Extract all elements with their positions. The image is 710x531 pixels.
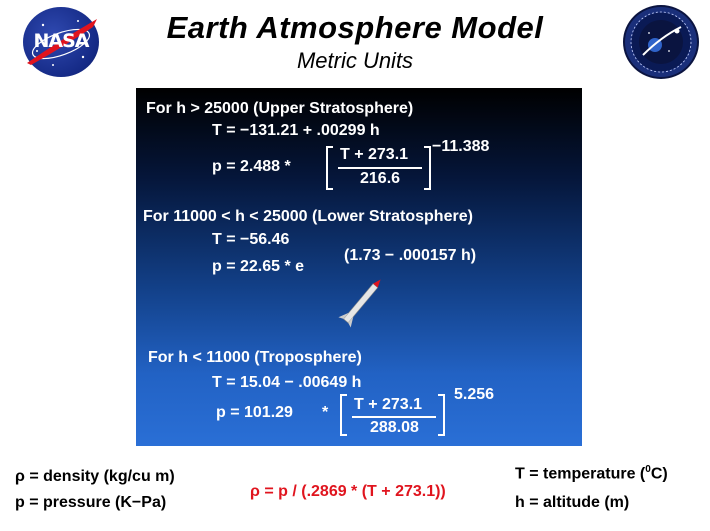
lower-stratosphere-temperature: T = −56.46 xyxy=(212,231,290,248)
density-definition: ρ = density (kg/cu m) xyxy=(15,468,175,485)
nasa-logo-text: NASA xyxy=(33,30,90,52)
celsius-unit: C) xyxy=(650,465,668,483)
temperature-label: T = temperature ( xyxy=(515,465,646,483)
left-bracket xyxy=(326,146,333,190)
upper-stratosphere-exponent: −11.388 xyxy=(432,138,490,155)
right-bracket xyxy=(424,146,431,190)
page-subtitle: Metric Units xyxy=(296,48,414,73)
equations-panel: For h > 25000 (Upper Stratosphere) T = −… xyxy=(136,88,582,446)
upper-stratosphere-denominator: 216.6 xyxy=(360,170,401,187)
left-bracket xyxy=(340,394,347,436)
troposphere-temperature: T = 15.04 − .00649 h xyxy=(212,374,362,391)
troposphere-exponent: 5.256 xyxy=(454,386,495,403)
troposphere-pressure-lhs: p = 101.29 xyxy=(216,404,293,421)
upper-stratosphere-condition: For h > 25000 (Upper Stratosphere) xyxy=(146,100,414,117)
upper-stratosphere-numerator: T + 273.1 xyxy=(340,146,409,163)
altitude-definition: h = altitude (m) xyxy=(515,494,630,511)
upper-stratosphere-temperature: T = −131.21 + .00299 h xyxy=(212,122,380,139)
troposphere-condition: For h < 11000 (Troposphere) xyxy=(148,349,362,366)
lower-stratosphere-pressure-lhs: p = 22.65 * e xyxy=(212,258,305,275)
rocket-icon xyxy=(338,279,381,328)
troposphere-denominator: 288.08 xyxy=(370,419,419,436)
page-title: Earth Atmosphere Model xyxy=(166,10,544,45)
troposphere-numerator: T + 273.1 xyxy=(354,396,423,413)
fraction-line xyxy=(338,167,422,169)
lower-stratosphere-condition: For 11000 < h < 25000 (Lower Stratospher… xyxy=(143,208,473,225)
right-bracket xyxy=(438,394,445,436)
troposphere-multiply-sign: * xyxy=(322,404,329,421)
nasa-logo-icon: NASA xyxy=(23,7,99,77)
nasa-seal-icon xyxy=(623,5,699,79)
pressure-definition: p = pressure (K−Pa) xyxy=(15,494,167,511)
upper-stratosphere-pressure-lhs: p = 2.488 * xyxy=(212,158,291,175)
fraction-line xyxy=(352,416,436,418)
density-formula: ρ = p / (.2869 * (T + 273.1)) xyxy=(250,483,446,500)
degree-superscript: 0 xyxy=(645,464,651,475)
lower-stratosphere-exponent: (1.73 − .000157 h) xyxy=(344,247,477,264)
temperature-definition: T = temperature (0C) xyxy=(515,464,668,483)
